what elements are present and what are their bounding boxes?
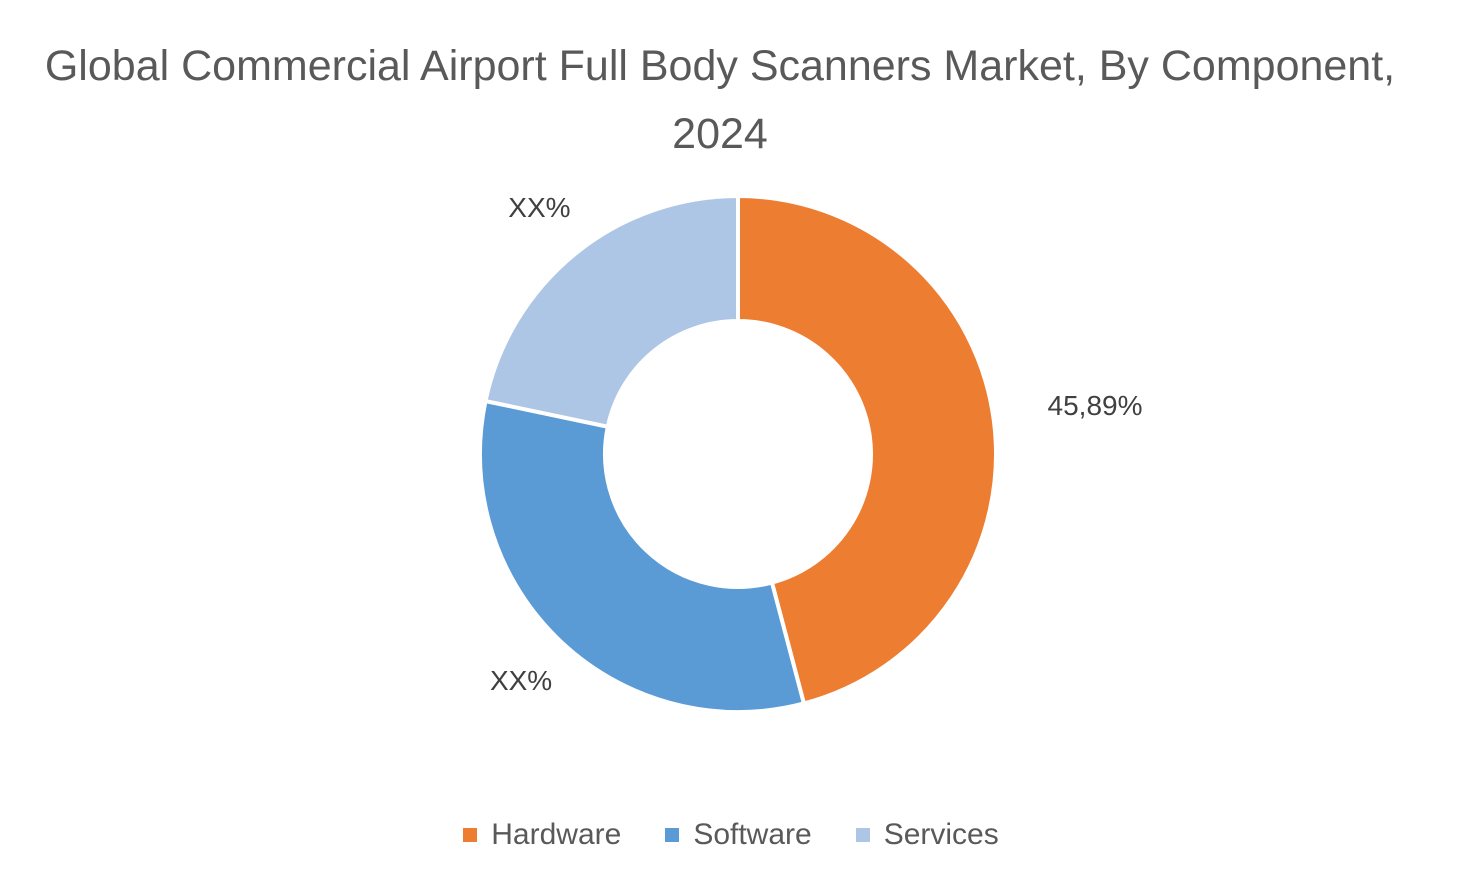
legend-swatch — [665, 828, 680, 842]
donut-slice — [483, 193, 740, 430]
data-label: XX% — [508, 192, 570, 223]
legend-label: Hardware — [491, 818, 622, 851]
chart: 45,89% XX% XX% — [478, 192, 1143, 714]
donut-slice — [736, 193, 998, 706]
legend-swatch — [463, 828, 478, 842]
donut-slice — [478, 398, 807, 714]
legend-item: Hardware — [463, 818, 621, 852]
legend-swatch — [855, 828, 870, 842]
legend-item: Services — [855, 818, 999, 852]
legend: Hardware Software Services — [0, 818, 1462, 852]
chart-title: Global Commercial Airport Full Body Scan… — [44, 42, 1396, 158]
data-label: XX% — [490, 665, 552, 696]
legend-label: Services — [883, 818, 999, 851]
legend-item: Software — [665, 818, 812, 852]
legend-label: Software — [693, 818, 812, 851]
data-label: 45,89% — [1048, 390, 1143, 421]
